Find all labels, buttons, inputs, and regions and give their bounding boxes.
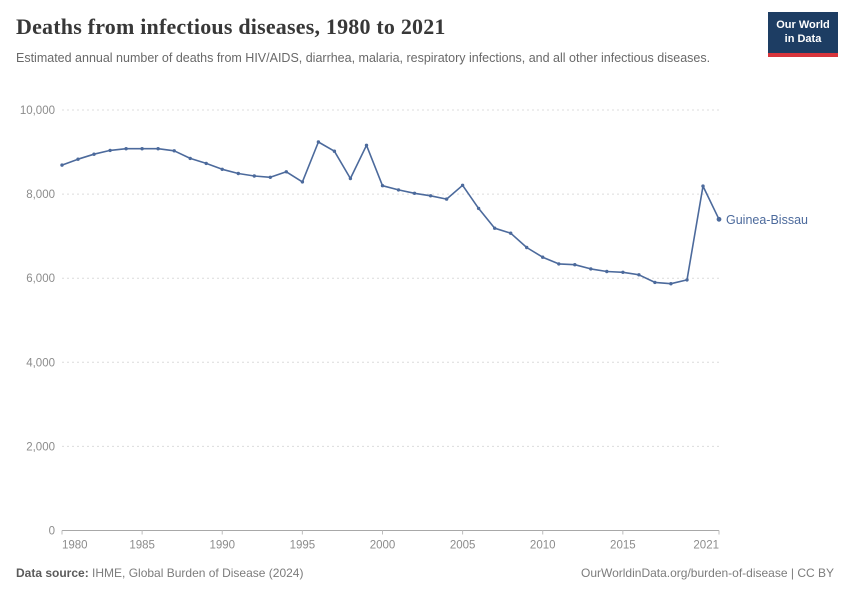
chart-subtitle: Estimated annual number of deaths from H… bbox=[16, 51, 711, 65]
data-point[interactable] bbox=[589, 267, 593, 271]
data-point[interactable] bbox=[220, 167, 224, 171]
data-point[interactable] bbox=[605, 269, 609, 274]
data-point[interactable] bbox=[509, 231, 513, 235]
data-point[interactable] bbox=[156, 147, 160, 151]
data-point[interactable] bbox=[188, 156, 192, 161]
x-tick-label: 2015 bbox=[610, 540, 636, 552]
data-point[interactable] bbox=[701, 184, 705, 188]
owid-logo[interactable]: Our World in Data bbox=[768, 12, 838, 57]
owid-logo-line2: in Data bbox=[784, 32, 822, 45]
x-tick-label: 2010 bbox=[530, 540, 556, 552]
data-point[interactable] bbox=[476, 206, 481, 211]
data-point[interactable] bbox=[172, 149, 176, 153]
chart-title: Deaths from infectious diseases, 1980 to… bbox=[16, 14, 446, 39]
data-point[interactable] bbox=[92, 152, 96, 156]
data-point[interactable] bbox=[268, 175, 272, 179]
x-tick-label: 2005 bbox=[450, 540, 476, 552]
data-point[interactable] bbox=[108, 148, 112, 153]
data-point[interactable] bbox=[348, 176, 353, 181]
y-tick-label: 2,000 bbox=[26, 441, 55, 453]
x-tick-label: 1985 bbox=[129, 540, 155, 552]
data-point[interactable] bbox=[716, 216, 722, 222]
x-tick-label: 1990 bbox=[209, 540, 235, 552]
data-point[interactable] bbox=[316, 140, 321, 144]
owid-logo-line1: Our World bbox=[776, 19, 830, 31]
data-point[interactable] bbox=[685, 278, 689, 282]
data-point[interactable] bbox=[236, 171, 240, 176]
data-point[interactable] bbox=[669, 282, 673, 286]
data-source: Data source: IHME, Global Burden of Dise… bbox=[16, 566, 303, 580]
data-point[interactable] bbox=[140, 147, 144, 151]
series-line[interactable] bbox=[61, 141, 720, 285]
data-point[interactable] bbox=[525, 245, 529, 250]
y-tick-label: 0 bbox=[49, 526, 55, 538]
y-tick-label: 8,000 bbox=[26, 189, 55, 201]
chart-header: Deaths from infectious diseases, 1980 to… bbox=[16, 14, 756, 68]
data-point[interactable] bbox=[76, 157, 80, 161]
data-point[interactable] bbox=[300, 180, 305, 184]
x-tick-label: 1980 bbox=[62, 540, 88, 552]
data-point[interactable] bbox=[380, 184, 385, 188]
data-point[interactable] bbox=[124, 147, 128, 151]
data-point[interactable] bbox=[428, 194, 433, 198]
data-point[interactable] bbox=[60, 163, 64, 167]
y-tick-label: 6,000 bbox=[26, 273, 55, 285]
y-tick-label: 10,000 bbox=[20, 105, 55, 117]
series-guinea-bissau[interactable]: Guinea-Bissau bbox=[60, 140, 808, 286]
x-tick-label: 2021 bbox=[693, 540, 719, 552]
chart-footer: Data source: IHME, Global Burden of Dise… bbox=[16, 566, 834, 580]
data-point[interactable] bbox=[637, 273, 641, 277]
x-tick-label: 2000 bbox=[370, 540, 396, 552]
data-point[interactable] bbox=[541, 255, 545, 259]
data-source-label: Data source: bbox=[16, 566, 89, 580]
series-end-label[interactable]: Guinea-Bissau bbox=[726, 213, 808, 227]
data-point[interactable] bbox=[621, 270, 625, 274]
data-source-value: IHME, Global Burden of Disease (2024) bbox=[88, 566, 304, 580]
data-point[interactable] bbox=[396, 188, 401, 192]
data-point[interactable] bbox=[444, 197, 449, 201]
data-point[interactable] bbox=[653, 280, 657, 285]
data-point[interactable] bbox=[204, 161, 208, 166]
data-point[interactable] bbox=[460, 183, 465, 187]
footer-link[interactable]: OurWorldinData.org/burden-of-disease | C… bbox=[580, 566, 834, 580]
data-point[interactable] bbox=[364, 143, 369, 147]
y-tick-label: 4,000 bbox=[26, 357, 55, 369]
data-point[interactable] bbox=[332, 149, 337, 153]
data-point[interactable] bbox=[557, 262, 561, 266]
data-point[interactable] bbox=[252, 174, 256, 178]
data-point[interactable] bbox=[573, 263, 577, 267]
data-point[interactable] bbox=[284, 170, 288, 174]
x-tick-label: 1995 bbox=[290, 540, 316, 552]
data-point[interactable] bbox=[412, 191, 417, 195]
data-point[interactable] bbox=[493, 226, 497, 230]
